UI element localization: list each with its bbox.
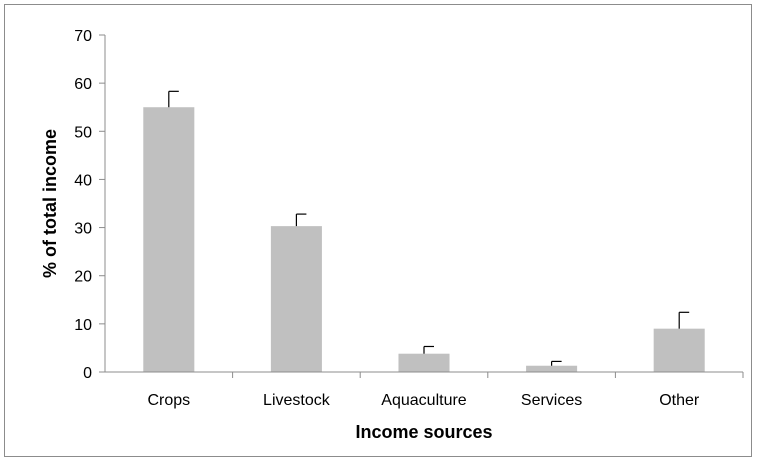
bar-services xyxy=(526,365,578,372)
chart-frame xyxy=(4,4,752,457)
x-tick-label: Livestock xyxy=(263,392,331,409)
x-tick-label: Aquaculture xyxy=(381,392,466,409)
y-tick-label: 40 xyxy=(74,172,92,189)
y-tick-label: 60 xyxy=(74,76,92,93)
error-bars xyxy=(168,90,690,366)
y-tick-label: 10 xyxy=(74,317,92,334)
y-tick-label: 50 xyxy=(74,124,92,141)
bar-livestock xyxy=(270,226,322,372)
y-tick-label: 30 xyxy=(74,221,92,238)
bar-crops xyxy=(143,107,195,372)
y-tick-label: 0 xyxy=(83,365,92,382)
y-tick-label: 20 xyxy=(74,269,92,286)
bar-aquaculture xyxy=(398,353,450,372)
y-tick-label: 70 xyxy=(74,28,92,45)
y-axis: 0 10 20 30 40 50 60 70 xyxy=(74,28,106,382)
x-axis-title: Income sources xyxy=(355,422,492,442)
x-tick-label: Crops xyxy=(147,392,190,409)
x-tick-label: Services xyxy=(521,392,582,409)
x-tick-label: Other xyxy=(659,392,700,409)
bars xyxy=(143,107,705,372)
y-axis-title: % of total income xyxy=(40,129,60,278)
bar-other xyxy=(653,328,705,372)
x-axis: Crops Livestock Aquaculture Services Other xyxy=(105,371,744,409)
